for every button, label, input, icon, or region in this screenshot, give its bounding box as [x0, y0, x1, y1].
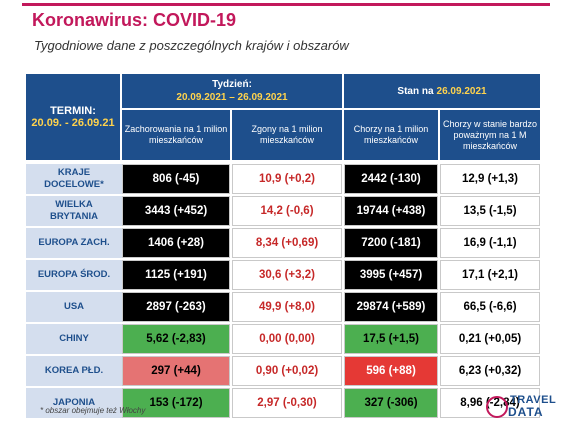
row-label: JAPONIA — [26, 388, 122, 418]
cell-sick: 17,5 (+1,5) — [344, 324, 438, 354]
cell-deaths: 49,9 (+8,0) — [232, 292, 342, 322]
stan-date: 26.09.2021 — [436, 85, 487, 97]
cell-deaths: 14,2 (-0,6) — [232, 196, 342, 226]
cell-cases: 5,62 (-2,83) — [122, 324, 230, 354]
table-row: EUROPA ŚROD. 1125 (+191) 30,6 (+3,2) 3995 (… — [26, 260, 540, 290]
row-label-line1: WIELKA — [55, 199, 93, 210]
termin-header: TERMIN: 20.09. - 26.09.21 — [26, 74, 120, 160]
row-label-line1: EUROPA ZACH. — [38, 237, 110, 248]
cell-deaths: 30,6 (+3,2) — [232, 260, 342, 290]
cell-cases: 153 (-172) — [122, 388, 230, 418]
stan-label: Stan na — [397, 85, 434, 97]
row-label-line1: CHINY — [59, 333, 89, 344]
row-label: KOREA PŁD. — [26, 356, 122, 386]
table-row: EUROPA ZACH. 1406 (+28) 8,34 (+0,69) 7200 (… — [26, 228, 540, 258]
cell-critical: 17,1 (+2,1) — [440, 260, 540, 290]
column-header-sick: Chorzy na 1 milion mieszkańców — [344, 110, 438, 160]
cell-cases: 2897 (-263) — [122, 292, 230, 322]
cell-critical: 66,5 (-6,6) — [440, 292, 540, 322]
row-label-line1: USA — [63, 301, 85, 312]
cell-sick: 327 (-306) — [344, 388, 438, 418]
table-row: KOREA PŁD. 297 (+44) 0,90 (+0,02) 596 (+88)… — [26, 356, 540, 386]
row-label-line1: KOREA PŁD. — [44, 365, 104, 376]
row-label: USA — [26, 292, 122, 322]
table-row: WIELKA BRYTANIA 3443 (+452) 14,2 (-0,6) 1974… — [26, 196, 540, 226]
cell-cases: 1406 (+28) — [122, 228, 230, 258]
page-subtitle: Tygodniowe dane z poszczególnych krajów … — [34, 38, 349, 53]
cell-cases: 297 (+44) — [122, 356, 230, 386]
cell-sick: 7200 (-181) — [344, 228, 438, 258]
row-label: WIELKA BRYTANIA — [26, 196, 122, 226]
cell-critical: 0,21 (+0,05) — [440, 324, 540, 354]
cell-deaths: 0,90 (+0,02) — [232, 356, 342, 386]
week-label: Tydzień: — [212, 79, 252, 90]
week-dates: 20.09.2021 – 26.09.2021 — [176, 92, 288, 103]
cell-sick: 29874 (+589) — [344, 292, 438, 322]
table-row: CHINY 5,62 (-2,83) 0,00 (0,00) 17,5 (+1,5) 0… — [26, 324, 540, 354]
cell-critical: 16,9 (-1,1) — [440, 228, 540, 258]
cell-deaths: 0,00 (0,00) — [232, 324, 342, 354]
cell-sick: 3995 (+457) — [344, 260, 438, 290]
page-title: Koronawirus: COVID-19 — [32, 10, 237, 30]
footnote: * obszar obejmuje też Włochy — [40, 406, 146, 415]
table-row: USA 2897 (-263) 49,9 (+8,0) 29874 (+589) 66,… — [26, 292, 540, 322]
row-label: EUROPA ŚROD. — [26, 260, 122, 290]
cell-critical: 13,5 (-1,5) — [440, 196, 540, 226]
row-label: CHINY — [26, 324, 122, 354]
cell-deaths: 8,34 (+0,69) — [232, 228, 342, 258]
week-header: Tydzień: 20.09.2021 – 26.09.2021 — [122, 74, 342, 108]
logo-circle-icon — [486, 396, 508, 418]
cell-deaths: 2,97 (-0,30) — [232, 388, 342, 418]
travel-data-logo: TRAVEL DATA — [486, 394, 556, 422]
row-label-line1: EUROPA ŚROD. — [37, 269, 111, 280]
stan-header: Stan na 26.09.2021 — [344, 74, 540, 108]
logo-text-data: DATA — [508, 405, 544, 419]
table-row: KRAJE DOCELOWE* 806 (-45) 10,9 (+0,2) 2442 (… — [26, 164, 540, 194]
termin-label: TERMIN: — [50, 105, 96, 117]
column-header-critical: Chorzy w stanie bardzo poważnym na 1 M m… — [440, 110, 540, 160]
row-label-line1: KRAJE — [57, 167, 91, 178]
row-label-line2: DOCELOWE* — [44, 179, 104, 190]
termin-dates: 20.09. - 26.09.21 — [31, 117, 115, 129]
cell-cases: 1125 (+191) — [122, 260, 230, 290]
row-label-line2: BRYTANIA — [49, 211, 99, 222]
top-accent-bar — [22, 3, 550, 6]
row-label: KRAJE DOCELOWE* — [26, 164, 122, 194]
cell-cases: 806 (-45) — [122, 164, 230, 194]
column-header-cases: Zachorowania na 1 milion mieszkańców — [122, 110, 230, 160]
cell-critical: 6,23 (+0,32) — [440, 356, 540, 386]
cell-sick: 2442 (-130) — [344, 164, 438, 194]
cell-deaths: 10,9 (+0,2) — [232, 164, 342, 194]
cell-cases: 3443 (+452) — [122, 196, 230, 226]
row-label-line1: JAPONIA — [52, 397, 96, 408]
column-header-deaths: Zgony na 1 milion mieszkańców — [232, 110, 342, 160]
cell-sick: 596 (+88) — [344, 356, 438, 386]
row-label: EUROPA ZACH. — [26, 228, 122, 258]
cell-critical: 12,9 (+1,3) — [440, 164, 540, 194]
cell-sick: 19744 (+438) — [344, 196, 438, 226]
logo-text-travel: TRAVEL — [510, 394, 557, 406]
